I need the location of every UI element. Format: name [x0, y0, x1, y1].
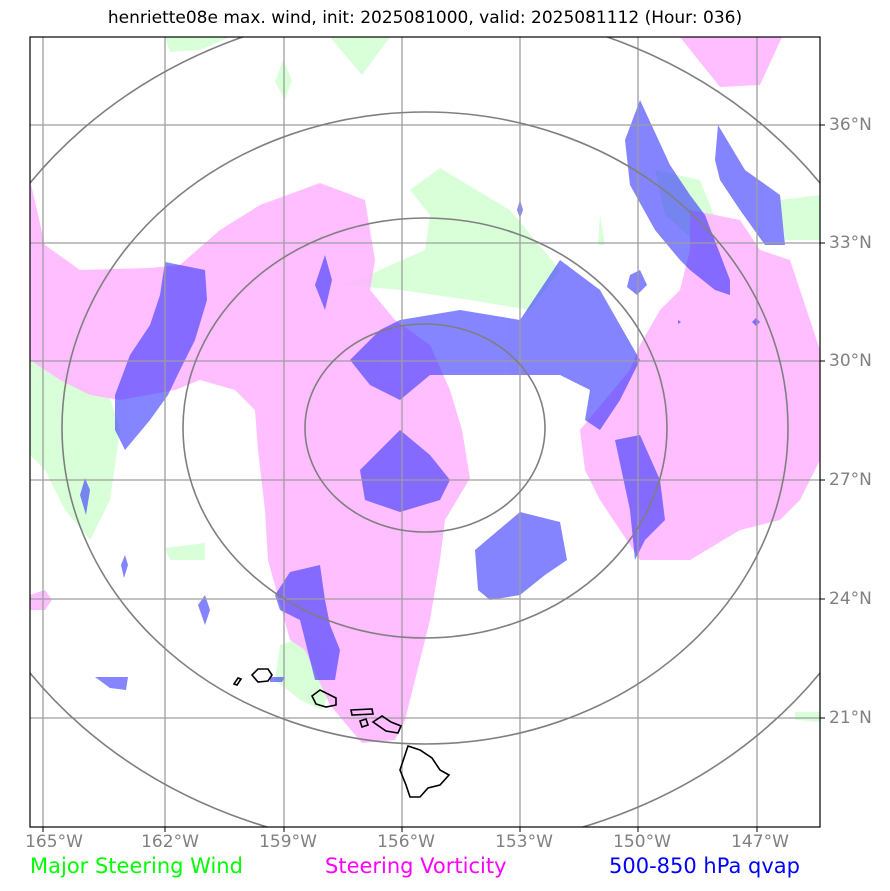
island-oahu	[310, 689, 337, 708]
qvap-area	[475, 512, 567, 600]
island-maui	[371, 715, 403, 734]
lat-label-27n: 27°N	[829, 470, 872, 490]
tick-marks	[42, 124, 825, 832]
wind-area	[165, 543, 205, 560]
island-molokai	[350, 708, 374, 716]
lat-label-33n: 33°N	[829, 233, 872, 253]
island-hawaii	[399, 744, 451, 798]
qvap-area	[715, 125, 785, 245]
wind-area	[780, 195, 820, 240]
qvap-contours	[80, 100, 785, 690]
lat-label-36n: 36°N	[829, 115, 872, 135]
island-lanai	[358, 717, 370, 729]
qvap-area	[627, 270, 647, 295]
qvap-area	[80, 478, 90, 515]
lon-label-153w: 153°W	[495, 832, 553, 852]
map-title: henriette08e max. wind, init: 2025081000…	[107, 8, 743, 28]
lat-label-24n: 24°N	[829, 589, 872, 609]
qvap-area	[615, 435, 665, 560]
plot-frame	[29, 36, 821, 828]
qvap-area	[275, 565, 340, 680]
lon-label-165w: 165°W	[25, 832, 83, 852]
range-ring-2	[182, 217, 668, 639]
wind-area	[598, 215, 605, 245]
lon-label-156w: 156°W	[377, 832, 435, 852]
qvap-area	[625, 100, 730, 295]
wind-area	[345, 168, 560, 310]
range-rings	[30, 37, 820, 827]
lon-label-162w: 162°W	[141, 832, 199, 852]
legend-steering-wind: Major Steering Wind	[30, 854, 243, 878]
qvap-area	[678, 320, 681, 324]
vorticity-area	[30, 180, 470, 743]
qvap-area	[350, 260, 640, 430]
wind-area	[795, 712, 820, 722]
range-ring-3	[61, 111, 789, 745]
qvap-area	[360, 430, 450, 512]
vorticity-area	[680, 37, 782, 87]
qvap-area	[95, 677, 128, 690]
lat-label-30n: 30°N	[829, 351, 872, 371]
vorticity-area	[30, 590, 52, 610]
qvap-area	[315, 255, 332, 310]
qvap-area	[270, 677, 285, 682]
island-kauai	[250, 668, 273, 683]
legend-qvap: 500-850 hPa qvap	[609, 854, 800, 878]
qvap-area	[115, 262, 207, 450]
qvap-area	[121, 555, 128, 578]
graticule	[30, 37, 820, 827]
wind-area	[165, 37, 230, 52]
wind-area	[330, 37, 390, 75]
coastlines	[232, 668, 451, 798]
legend-steering-vorticity: Steering Vorticity	[325, 854, 507, 878]
lon-label-150w: 150°W	[613, 832, 671, 852]
lon-label-159w: 159°W	[259, 832, 317, 852]
wind-area	[30, 360, 120, 540]
qvap-area	[752, 318, 760, 326]
qvap-area	[198, 595, 210, 625]
lon-label-147w: 147°W	[731, 832, 789, 852]
lat-label-21n: 21°N	[829, 708, 872, 728]
island-niihau	[232, 677, 243, 686]
range-ring-1	[304, 323, 546, 533]
